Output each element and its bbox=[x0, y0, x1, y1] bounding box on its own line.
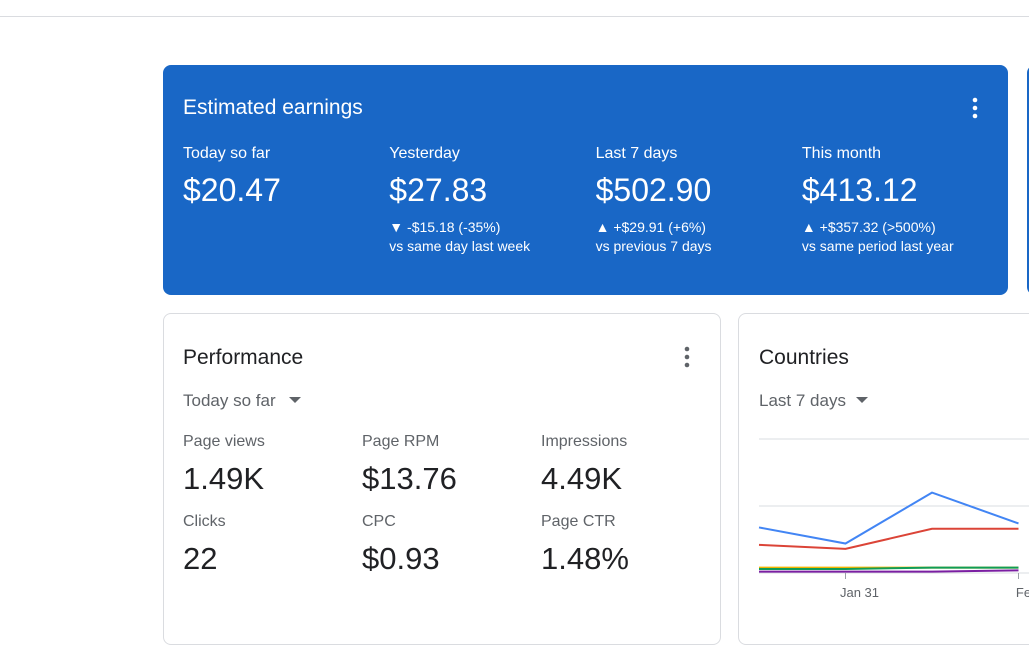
metric-label: Page CTR bbox=[541, 513, 616, 530]
menu-button[interactable] bbox=[970, 96, 980, 120]
metric-comparison: vs previous 7 days bbox=[595, 238, 712, 254]
metric-label: CPC bbox=[362, 513, 396, 530]
card-title: Estimated earnings bbox=[183, 96, 363, 119]
metric-label: Page views bbox=[183, 433, 265, 450]
metric-value: $27.83 bbox=[389, 172, 488, 208]
dropdown-caret[interactable] bbox=[289, 397, 303, 405]
metric-label: Yesterday bbox=[389, 145, 460, 162]
metric-value: $502.90 bbox=[595, 172, 712, 208]
metric-value: 1.48% bbox=[541, 541, 629, 576]
card-title: Countries bbox=[759, 346, 849, 369]
period-dropdown[interactable]: Today so far bbox=[183, 391, 276, 410]
metric-change: ▲ +$357.32 (>500%) bbox=[801, 219, 936, 235]
metric-value: $13.76 bbox=[362, 461, 457, 496]
metric-value: $20.47 bbox=[183, 172, 281, 208]
metric-label: Last 7 days bbox=[595, 145, 678, 162]
metric-label: This month bbox=[801, 145, 882, 162]
menu-button[interactable] bbox=[682, 345, 692, 369]
metric-value: $0.93 bbox=[362, 541, 440, 576]
dropdown-caret[interactable] bbox=[856, 397, 870, 405]
metric-comparison: vs same period last year bbox=[801, 238, 954, 254]
next-card-edge bbox=[1027, 65, 1029, 295]
metric-value: 22 bbox=[183, 541, 218, 576]
earnings-card[interactable] bbox=[163, 65, 1008, 295]
metric-change: ▼ -$15.18 (-35%) bbox=[389, 219, 501, 235]
metric-label: Today so far bbox=[183, 145, 271, 162]
period-dropdown[interactable]: Last 7 days bbox=[759, 391, 846, 410]
page: Estimated earnings Today so far $20.47 Yes… bbox=[0, 16, 1029, 645]
metric-label: Clicks bbox=[183, 513, 226, 530]
card-title: Performance bbox=[183, 346, 304, 369]
metric-value: $413.12 bbox=[801, 172, 918, 208]
metric-change: ▲ +$29.91 (+6%) bbox=[595, 219, 706, 235]
metric-label: Page RPM bbox=[362, 433, 440, 450]
top-bar-border bbox=[0, 16, 1029, 17]
metric-value: 1.49K bbox=[183, 461, 265, 496]
metric-label: Impressions bbox=[541, 433, 628, 450]
metric-comparison: vs same day last week bbox=[389, 238, 531, 254]
metric-value: 4.49K bbox=[541, 461, 623, 496]
